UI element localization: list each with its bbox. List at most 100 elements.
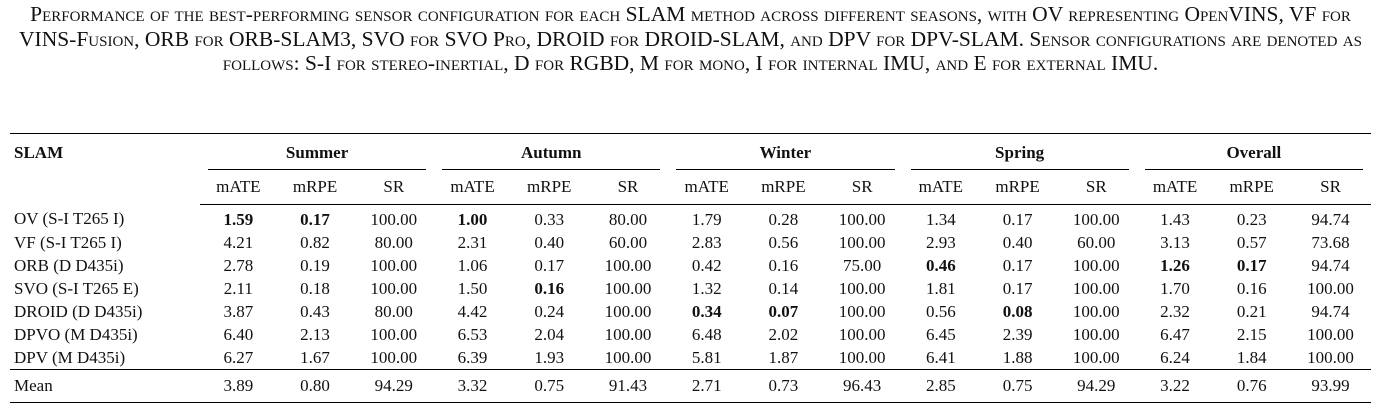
- sub-header: mRPE: [979, 170, 1056, 205]
- cell: 100.00: [838, 301, 886, 321]
- sub-header: mATE: [434, 170, 511, 205]
- cell: 2.15: [1236, 324, 1267, 344]
- cell: 2.39: [1002, 324, 1033, 344]
- cell: 100.00: [1072, 347, 1120, 367]
- sub-header: SR: [1290, 170, 1371, 205]
- cell: 94.74: [1311, 301, 1350, 321]
- results-table: SLAM Summer Autumn Winter Spring Overall mAT…: [10, 133, 1371, 403]
- cell: 80.00: [374, 232, 413, 252]
- cell: 0.21: [1236, 301, 1267, 321]
- cell: 6.40: [223, 324, 254, 344]
- cell: 100.00: [604, 301, 652, 321]
- cell: 2.11: [223, 278, 253, 298]
- group-header: Summer: [200, 134, 434, 170]
- cell: 0.56: [768, 232, 799, 252]
- cell: 2.71: [668, 369, 746, 403]
- cell: 100.00: [370, 255, 418, 275]
- cell: 4.42: [457, 301, 488, 321]
- group-header: Overall: [1137, 134, 1371, 170]
- cell: 2.32: [1160, 301, 1190, 321]
- sub-header: mATE: [1136, 170, 1214, 205]
- cell: 3.87: [223, 301, 254, 321]
- cell: 0.17: [1002, 209, 1033, 229]
- cell: 6.27: [223, 347, 254, 367]
- cell: 1.70: [1160, 278, 1190, 298]
- group-label: Summer: [208, 143, 427, 170]
- cell: 75.00: [843, 255, 882, 275]
- cell: 100.00: [1072, 278, 1120, 298]
- row-label: DPV (M D435i): [14, 347, 126, 367]
- sub-header: SR: [821, 170, 903, 205]
- cell: 100.00: [1072, 209, 1120, 229]
- cell: 3.89: [200, 369, 277, 403]
- cell: 94.29: [1055, 369, 1137, 403]
- sub-header: SR: [1055, 170, 1137, 205]
- data-row: SVO (S-I T265 E) 2.11 0.18 100.00 1.50 0.16 10…: [10, 277, 1371, 300]
- cell: 3.13: [1160, 232, 1190, 252]
- sub-header-row: mATE mRPE SR mATE mRPE SR mATE mRPE SR mATE mRPE SR…: [10, 170, 1371, 205]
- sub-header: SR: [587, 170, 669, 205]
- cell: 6.41: [925, 347, 956, 367]
- cell: 94.74: [1311, 209, 1350, 229]
- cell: 6.47: [1160, 324, 1190, 344]
- cell: 100.00: [1307, 324, 1354, 344]
- cell: 1.81: [925, 278, 956, 298]
- group-label: Autumn: [442, 143, 661, 170]
- cell: 1.84: [1236, 347, 1267, 367]
- sub-header: mRPE: [276, 170, 354, 205]
- sub-header: mATE: [902, 170, 980, 205]
- cell: 0.17: [534, 255, 565, 275]
- cell: 100.00: [838, 324, 886, 344]
- cell: 0.46: [925, 255, 956, 275]
- cell: 1.87: [768, 347, 799, 367]
- cell: 1.32: [691, 278, 722, 298]
- cell: 1.93: [534, 347, 565, 367]
- cell: 94.74: [1311, 255, 1350, 275]
- data-row: DPVO (M D435i) 6.40 2.13 100.00 6.53 2.04 100.…: [10, 323, 1371, 346]
- sub-header: mRPE: [510, 170, 588, 205]
- table-caption: Performance of the best-performing senso…: [19, 2, 1362, 75]
- cell: 1.50: [457, 278, 488, 298]
- cell: 6.39: [457, 347, 488, 367]
- cell: 0.56: [925, 301, 956, 321]
- cell: 6.48: [691, 324, 722, 344]
- cell: 0.17: [1002, 255, 1033, 275]
- cell: 0.40: [534, 232, 565, 252]
- cell: 100.00: [604, 347, 652, 367]
- cell: 4.21: [223, 232, 254, 252]
- group-label: Overall: [1144, 143, 1363, 170]
- slam-header: SLAM: [14, 143, 64, 162]
- data-row: DPV (M D435i) 6.27 1.67 100.00 6.39 1.93 100.0…: [10, 346, 1371, 370]
- mean-row: Mean 3.89 0.80 94.29 3.32 0.75 91.43 2.71 0.73 96…: [10, 369, 1371, 403]
- cell: 1.06: [457, 255, 488, 275]
- sub-header: mRPE: [1213, 170, 1291, 205]
- data-row: DROID (D D435i) 3.87 0.43 80.00 4.42 0.24 100.…: [10, 300, 1371, 323]
- cell: 2.83: [691, 232, 722, 252]
- row-label: ORB (D D435i): [14, 255, 124, 275]
- cell: 100.00: [604, 255, 652, 275]
- row-label: Mean: [10, 369, 200, 403]
- cell: 0.16: [768, 255, 799, 275]
- cell: 100.00: [1307, 347, 1354, 367]
- cell: 91.43: [587, 369, 669, 403]
- cell: 100.00: [604, 278, 652, 298]
- cell: 100.00: [1072, 324, 1120, 344]
- cell: 0.24: [534, 301, 565, 321]
- row-label: SVO (S-I T265 E): [14, 278, 139, 298]
- cell: 0.14: [768, 278, 799, 298]
- cell: 6.24: [1160, 347, 1190, 367]
- cell: 0.76: [1213, 369, 1291, 403]
- cell: 2.78: [223, 255, 254, 275]
- cell: 60.00: [1077, 232, 1116, 252]
- cell: 1.67: [300, 347, 330, 367]
- cell: 100.00: [1307, 278, 1354, 298]
- cell: 0.07: [768, 301, 799, 321]
- cell: 1.79: [691, 209, 722, 229]
- cell: 2.31: [457, 232, 488, 252]
- cell: 3.22: [1136, 369, 1214, 403]
- cell: 1.00: [457, 209, 488, 229]
- cell: 0.75: [510, 369, 588, 403]
- cell: 6.45: [925, 324, 956, 344]
- cell: 0.19: [300, 255, 330, 275]
- row-label: DROID (D D435i): [14, 301, 143, 321]
